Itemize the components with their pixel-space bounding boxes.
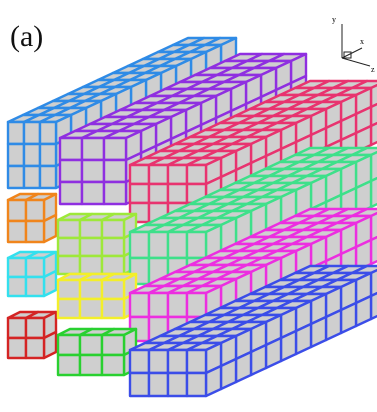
- front-cell: [56, 254, 82, 276]
- front-cell: [38, 164, 58, 190]
- front-cell: [6, 336, 28, 360]
- front-cell: [185, 230, 208, 260]
- front-cell: [24, 256, 46, 279]
- front-cell: [147, 182, 170, 205]
- front-cell: [78, 353, 104, 377]
- front-cell: [78, 236, 104, 258]
- front-cell: [78, 297, 104, 320]
- front-cell: [22, 120, 42, 146]
- bar-orange: [6, 192, 58, 244]
- z-axis-line: [341, 57, 371, 67]
- front-cell: [56, 353, 82, 377]
- front-cell: [22, 164, 42, 190]
- front-cell: [24, 198, 46, 223]
- axis-label-x: x: [360, 37, 364, 46]
- axis-label-y: y: [332, 15, 336, 24]
- front-cell: [102, 180, 128, 206]
- front-cell: [102, 158, 128, 184]
- front-cell: [38, 142, 58, 168]
- x-axis-line: [341, 47, 363, 59]
- bar-blue-bottom: [128, 264, 377, 398]
- axis-label-z: z: [371, 65, 375, 74]
- front-cell: [100, 333, 126, 357]
- side-cell: [42, 330, 58, 360]
- front-cell: [56, 236, 82, 258]
- front-cell: [128, 371, 151, 398]
- front-cell: [56, 218, 82, 240]
- front-cell: [166, 371, 189, 398]
- front-cell: [147, 291, 170, 319]
- front-cell: [24, 275, 46, 298]
- bar-red: [6, 310, 58, 360]
- front-cell: [56, 333, 82, 357]
- front-cell: [80, 180, 106, 206]
- front-cell: [100, 297, 126, 320]
- panel-label: (a): [10, 20, 44, 53]
- bars-group: [6, 36, 377, 398]
- front-cell: [56, 297, 82, 320]
- front-cell: [24, 316, 46, 340]
- bar-yellow: [56, 272, 138, 320]
- front-cell: [128, 163, 151, 186]
- front-cell: [78, 278, 104, 301]
- front-cell: [78, 218, 104, 240]
- front-cell: [58, 136, 84, 162]
- front-cell: [6, 275, 28, 298]
- front-cell: [6, 120, 26, 146]
- front-cell: [128, 182, 151, 205]
- front-cell: [6, 256, 28, 279]
- front-cell: [100, 236, 126, 258]
- front-cell: [56, 278, 82, 301]
- front-cell: [102, 136, 128, 162]
- front-cell: [6, 219, 28, 244]
- front-cell: [128, 291, 151, 319]
- front-cell: [166, 348, 189, 375]
- front-cell: [166, 230, 189, 260]
- front-cell: [6, 164, 26, 190]
- front-cell: [100, 218, 126, 240]
- front-cell: [78, 254, 104, 276]
- front-cell: [100, 353, 126, 377]
- front-cell: [166, 182, 189, 205]
- front-cell: [6, 316, 28, 340]
- front-cell: [38, 120, 58, 146]
- front-cell: [24, 219, 46, 244]
- front-cell: [166, 291, 189, 319]
- front-cell: [128, 348, 151, 375]
- front-cell: [78, 333, 104, 357]
- side-cell: [42, 213, 58, 244]
- front-cell: [185, 348, 208, 375]
- front-cell: [100, 254, 126, 276]
- front-cell: [185, 291, 208, 319]
- front-cell: [185, 371, 208, 398]
- front-cell: [147, 348, 170, 375]
- axis-origin-cube: [343, 51, 352, 59]
- axis-triad: y x z: [332, 15, 375, 74]
- front-cell: [147, 371, 170, 398]
- front-cell: [24, 336, 46, 360]
- front-cell: [166, 163, 189, 186]
- front-cell: [58, 180, 84, 206]
- front-cell: [185, 163, 208, 186]
- bar-green-front: [56, 327, 138, 377]
- bar-lime: [56, 212, 138, 276]
- bar-cyan: [6, 250, 58, 298]
- front-cell: [80, 136, 106, 162]
- front-cell: [147, 163, 170, 186]
- front-cell: [100, 278, 126, 301]
- front-cell: [22, 142, 42, 168]
- front-cell: [58, 158, 84, 184]
- front-cell: [128, 230, 151, 260]
- front-cell: [6, 198, 28, 223]
- front-cell: [147, 230, 170, 260]
- front-cell: [6, 142, 26, 168]
- front-cell: [80, 158, 106, 184]
